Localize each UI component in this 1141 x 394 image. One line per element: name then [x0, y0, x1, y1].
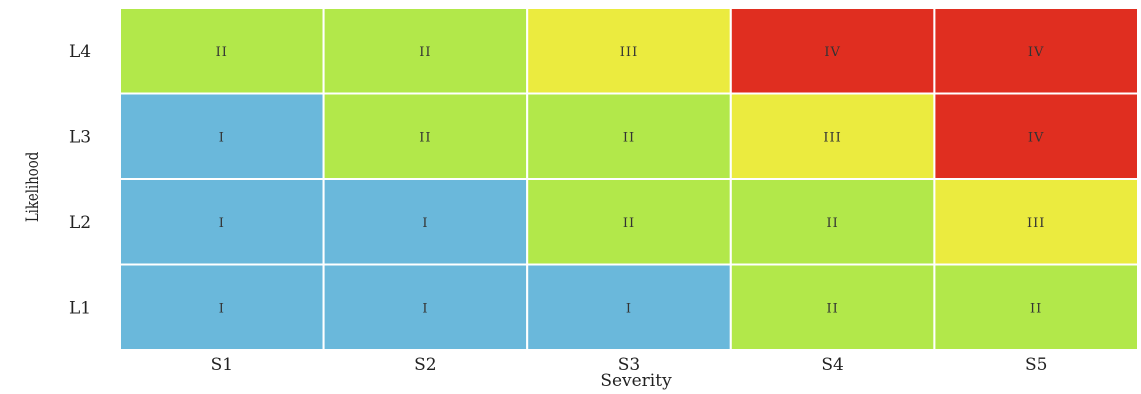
y-tick-label-l2: L2	[69, 213, 91, 233]
heatmap-cell-L1-S5	[933, 263, 1140, 351]
cell-label-L3-S4: III	[823, 130, 841, 145]
cell-label-L1-S4: II	[826, 301, 838, 316]
x-axis-title: Severity	[600, 371, 672, 391]
cell-label-L4-S4: IV	[824, 45, 841, 60]
cell-label-L4-S5: IV	[1028, 45, 1045, 60]
heatmap-cells	[119, 7, 1140, 351]
x-tick-label-s3: S3	[618, 355, 640, 375]
x-tick-label-s1: S1	[211, 355, 233, 375]
heatmap-cell-L2-S4	[729, 178, 936, 266]
heatmap-cell-L4-S1	[119, 7, 325, 95]
heatmap-cell-L3-S5	[933, 92, 1140, 180]
cell-label-L1-S3: I	[626, 301, 632, 316]
cell-label-L2-S2: I	[422, 216, 428, 231]
cell-label-L1-S5: II	[1030, 301, 1042, 316]
cell-label-L4-S2: II	[419, 45, 431, 60]
y-axis-ticks: L4 L3 L2 L1	[69, 42, 91, 319]
heatmap-cell-L1-S1	[119, 263, 325, 351]
heatmap-cell-L1-S4	[729, 263, 936, 351]
cell-label-L4-S1: II	[216, 45, 228, 60]
x-tick-label-s4: S4	[821, 355, 843, 375]
cell-label-L2-S5: III	[1027, 216, 1045, 231]
heatmap-cell-L1-S2	[322, 263, 529, 351]
y-axis-title: Likelihood	[22, 152, 42, 223]
heatmap-cell-L1-S3	[526, 263, 732, 351]
cell-label-L2-S4: II	[826, 216, 838, 231]
cell-label-L1-S1: I	[219, 301, 225, 316]
cell-label-L3-S3: II	[623, 130, 635, 145]
x-axis-ticks: S1 S2 S3 S4 S5	[211, 355, 1048, 375]
cell-label-L1-S2: I	[422, 301, 428, 316]
heatmap-cell-L3-S3	[526, 92, 732, 180]
x-tick-label-s5: S5	[1025, 355, 1047, 375]
cell-label-L4-S3: III	[620, 45, 638, 60]
heatmap-cell-L4-S2	[322, 7, 529, 95]
cell-label-L2-S1: I	[219, 216, 225, 231]
cell-label-L3-S1: I	[219, 130, 225, 145]
x-tick-label-s2: S2	[414, 355, 436, 375]
heatmap-cell-L3-S1	[119, 92, 325, 180]
cell-label-L2-S3: II	[623, 216, 635, 231]
y-tick-label-l1: L1	[69, 298, 91, 318]
y-tick-label-l4: L4	[69, 42, 91, 62]
y-tick-label-l3: L3	[69, 127, 91, 147]
heatmap-cell-L2-S2	[322, 178, 529, 266]
heatmap-cell-L4-S3	[526, 7, 732, 95]
cell-label-L3-S5: IV	[1028, 130, 1045, 145]
cell-label-L3-S2: II	[419, 130, 431, 145]
